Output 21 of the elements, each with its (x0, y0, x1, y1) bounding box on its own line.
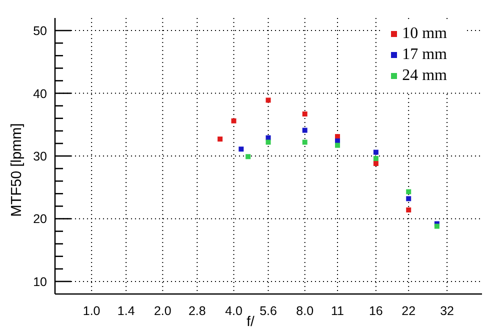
x-tick-label: 11 (331, 304, 344, 318)
x-tick-label: 5.6 (260, 304, 277, 318)
x-tick-label: 4.0 (225, 304, 242, 318)
x-tick-label: 16 (368, 304, 383, 318)
x-tick-label: 1.0 (82, 304, 100, 318)
x-axis-title: f/ (246, 313, 254, 329)
x-tick-label: 8.0 (296, 304, 314, 318)
x-tick-label: 22 (402, 304, 416, 318)
y-tick-label: 40 (33, 86, 48, 101)
y-axis-title: MTF50 [lpmm] (9, 123, 25, 217)
x-tick-label: 2.8 (188, 304, 206, 318)
y-tick-label: 20 (33, 212, 48, 226)
x-tick-label: 1.4 (117, 304, 135, 318)
x-tick-label: 2.0 (154, 304, 172, 318)
legend-label: 24 mm (402, 66, 447, 84)
x-tick-label: 32 (440, 304, 454, 318)
legend-label: 17 mm (402, 46, 447, 64)
legend-label: 10 mm (402, 24, 447, 42)
y-tick-label: 10 (33, 274, 48, 289)
y-tick-label: 50 (33, 24, 48, 38)
y-tick-label: 30 (33, 150, 48, 164)
